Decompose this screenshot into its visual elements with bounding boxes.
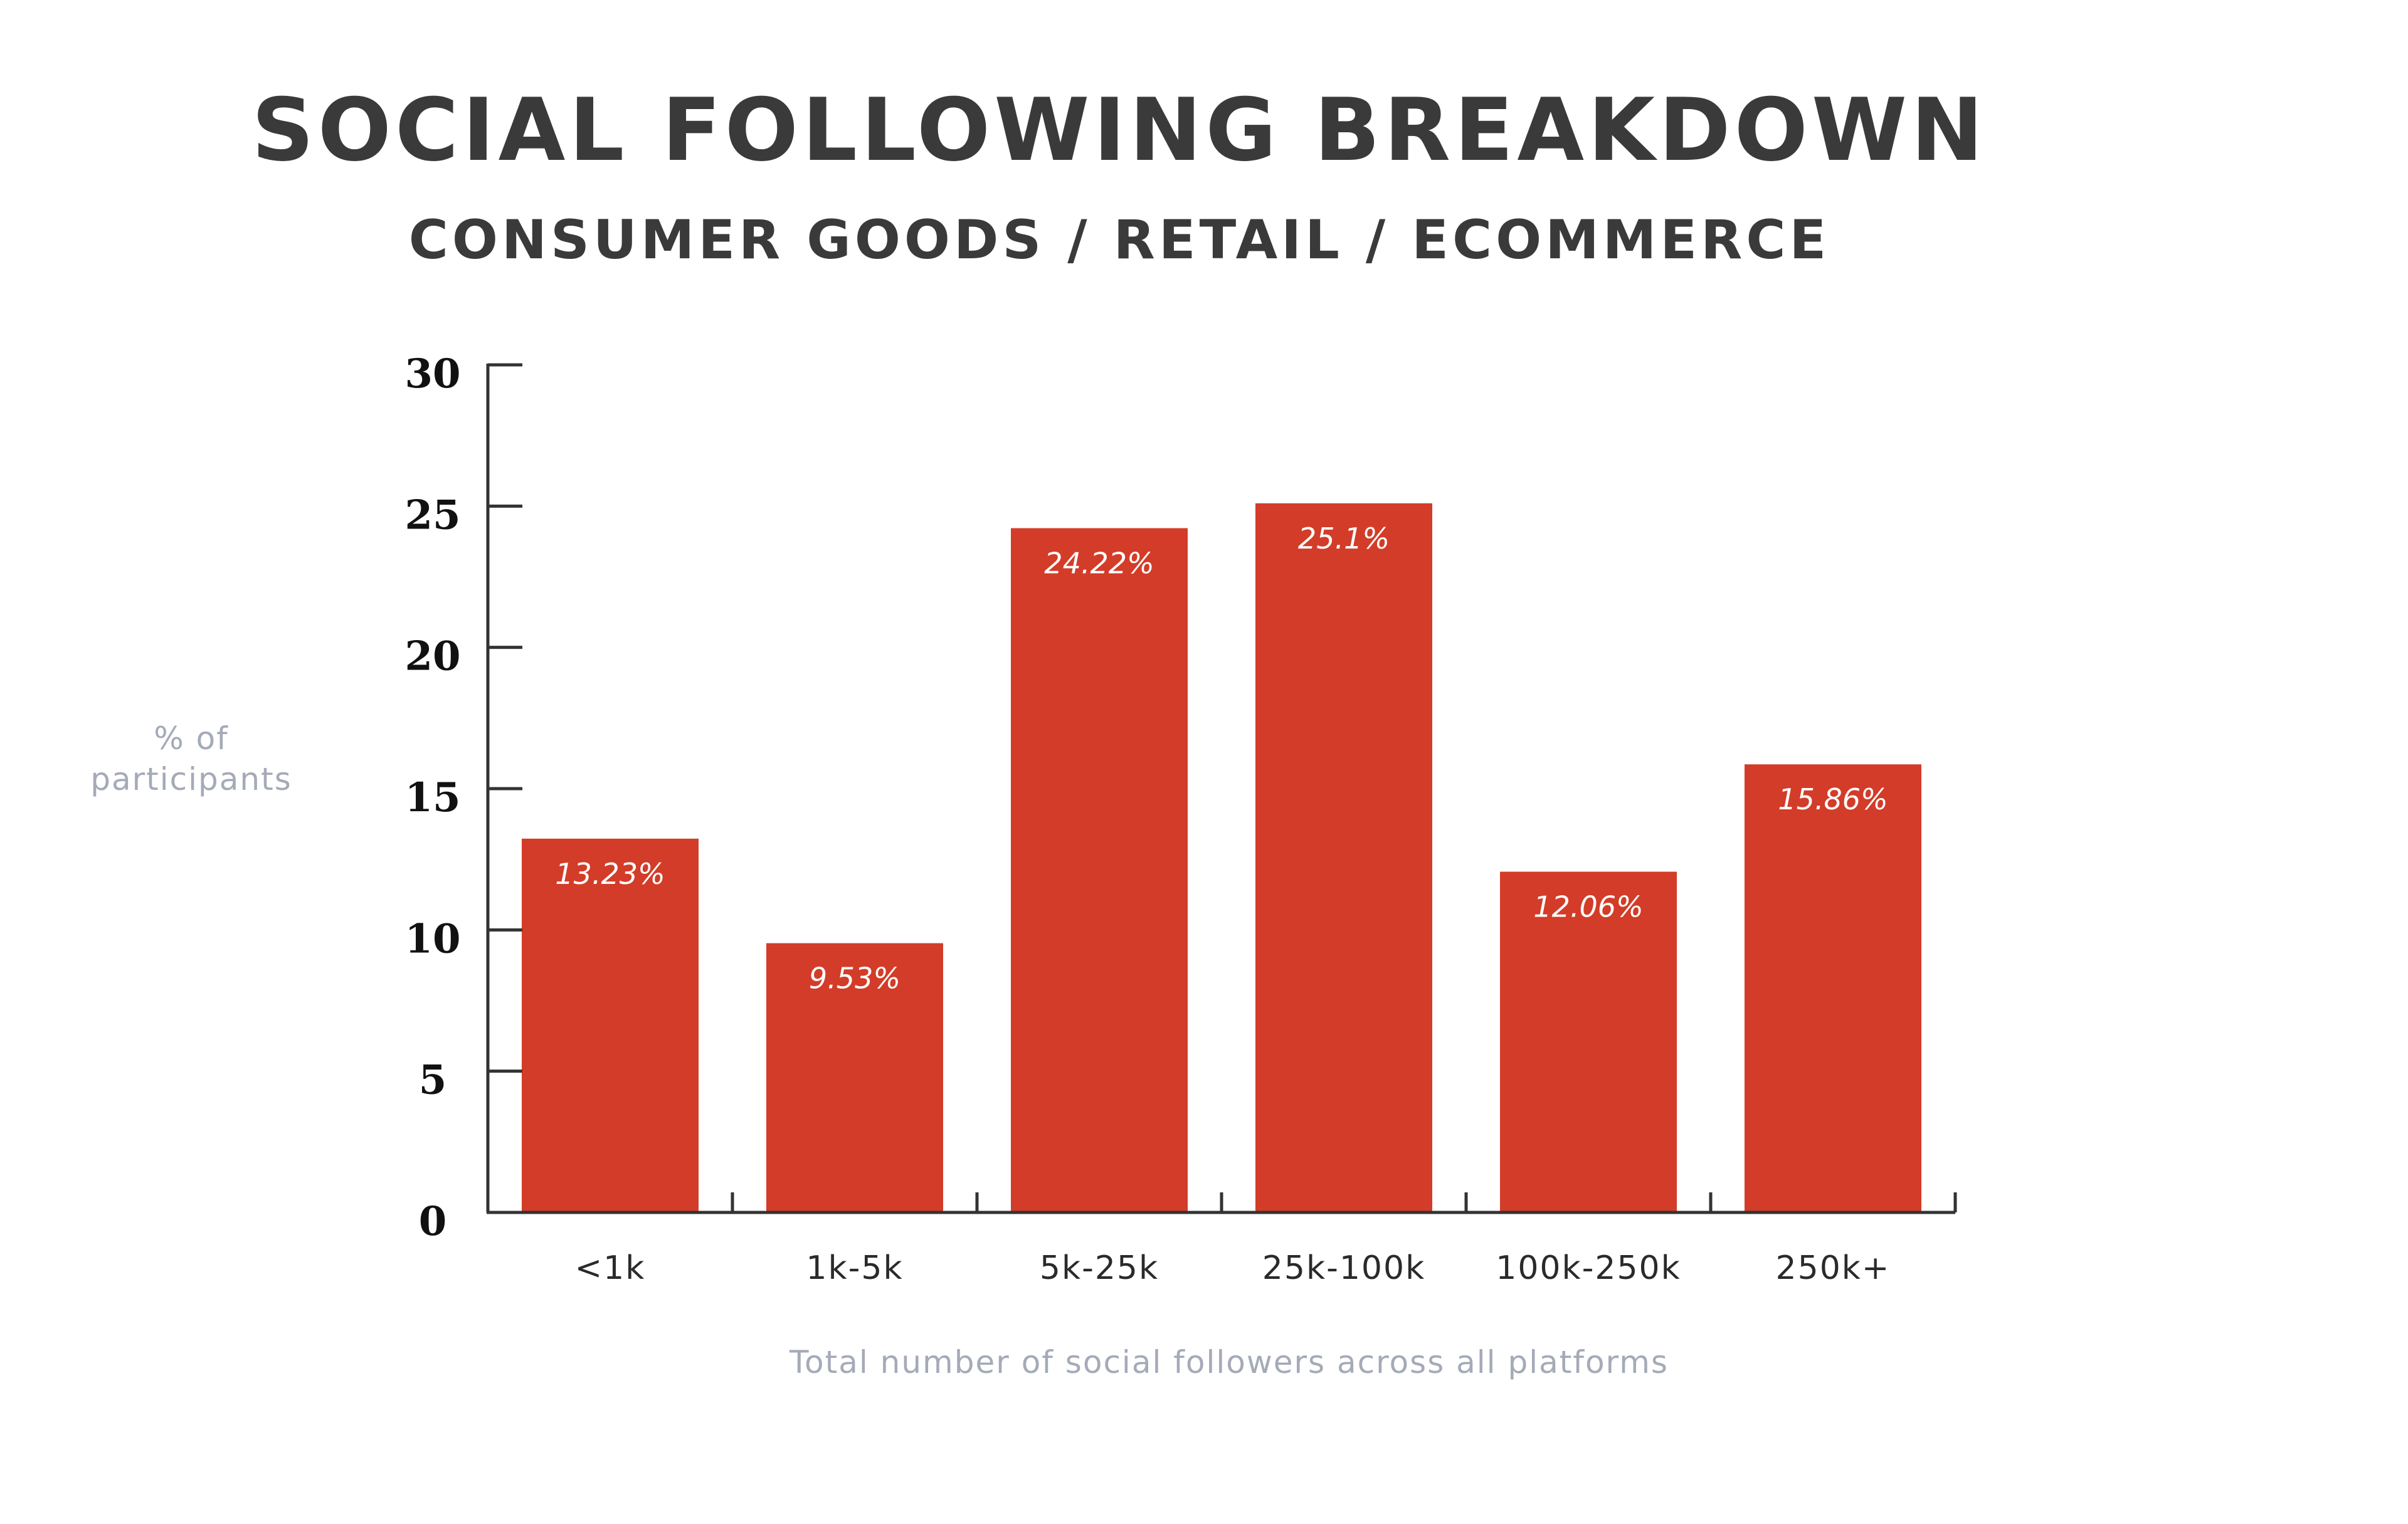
bar-250k+ [1745, 764, 1921, 1212]
bar-value-labels: 13.23% 9.53% 24.22% 25.1% 12.06% 15.86% [555, 522, 1888, 996]
bar-value-label: 12.06% [1533, 890, 1643, 923]
x-tick-label: 5k-25k [1040, 1249, 1159, 1287]
bar-25k-100k [1255, 503, 1432, 1212]
y-tick-label: 30 [404, 350, 460, 397]
y-tick-label: 0 [419, 1198, 447, 1245]
y-axis-ticks: 0 5 10 15 20 25 30 [404, 350, 522, 1245]
bars-group [522, 503, 1921, 1212]
x-tick-label: 1k-5k [806, 1249, 903, 1287]
y-tick-label: 5 [419, 1057, 447, 1104]
y-tick-label: 25 [404, 491, 460, 539]
x-axis-label: Total number of social followers across … [789, 1344, 1669, 1380]
bar-value-label: 15.86% [1778, 782, 1888, 816]
x-axis-ticks: <1k 1k-5k 5k-25k 25k-100k 100k-250k 250k+ [575, 1192, 1957, 1287]
bar-5k-25k [1011, 528, 1188, 1212]
y-tick-label: 10 [404, 915, 460, 962]
y-tick-label: 20 [404, 633, 460, 680]
bar-value-label: 13.23% [555, 857, 665, 891]
x-tick-label: 25k-100k [1262, 1249, 1425, 1287]
bar-<1k [522, 838, 699, 1212]
bar-1k-5k [766, 943, 943, 1212]
chart-title: SOCIAL FOLLOWING BREAKDOWN [251, 80, 1987, 181]
chart-subtitle: CONSUMER GOODS / RETAIL / ECOMMERCE [409, 209, 1830, 271]
y-axis-label-line-1: % of [154, 720, 229, 757]
y-axis-label-line-2: participants [90, 761, 292, 797]
bar-value-label: 9.53% [809, 962, 900, 996]
axes-group [486, 364, 1955, 1214]
bar-value-label: 25.1% [1298, 522, 1390, 555]
bar-value-label: 24.22% [1044, 546, 1154, 580]
bar-100k-250k [1500, 871, 1677, 1212]
x-tick-label: <1k [575, 1249, 646, 1287]
x-tick-label: 100k-250k [1496, 1249, 1681, 1287]
x-tick-label: 250k+ [1776, 1249, 1891, 1287]
y-tick-label: 15 [404, 774, 460, 821]
